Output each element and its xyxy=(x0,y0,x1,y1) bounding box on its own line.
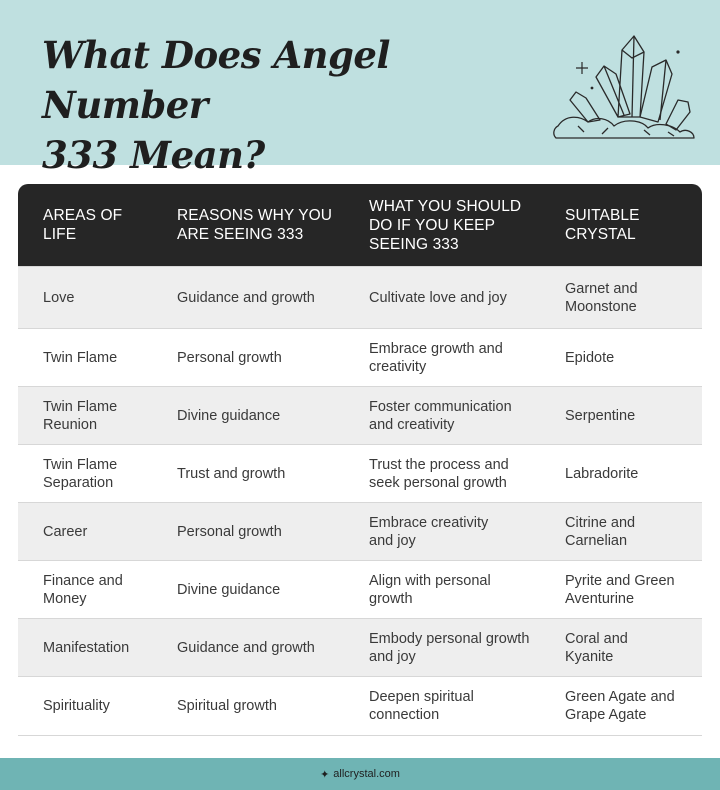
cell-action: Embrace creativity and joy xyxy=(369,514,489,549)
cell-reason: Trust and growth xyxy=(177,465,286,482)
header-suitable-crystal: SUITABLE CRYSTAL xyxy=(565,207,640,243)
cell-action: Trust the process and seek personal grow… xyxy=(369,456,509,491)
page-title: What Does Angel Number 333 Mean? xyxy=(42,33,391,177)
table-header: AREAS OF LIFE REASONS WHY YOU ARE SEEING… xyxy=(18,184,702,266)
sparkle-icon: ✦ xyxy=(320,768,330,781)
cell-area: Career xyxy=(43,523,88,540)
cell-action: Align with personal growth xyxy=(369,572,491,607)
cell-crystal: Epidote xyxy=(565,349,615,366)
cell-crystal: Citrine and Carnelian xyxy=(565,514,636,549)
cell-crystal: Serpentine xyxy=(565,407,636,424)
cell-crystal: Labradorite xyxy=(565,465,639,482)
table-row: Finance and Money Divine guidance Align … xyxy=(18,560,702,618)
cell-action: Embody personal growth and joy xyxy=(369,630,530,665)
table-row: Twin Flame Reunion Divine guidance Foste… xyxy=(18,386,702,444)
cell-action: Foster communication and creativity xyxy=(369,398,512,433)
table-row: Manifestation Guidance and growth Embody… xyxy=(18,618,702,676)
cell-reason: Personal growth xyxy=(177,349,282,366)
cell-area: Finance and Money xyxy=(43,572,123,607)
cell-area: Love xyxy=(43,289,75,306)
cell-area: Twin Flame xyxy=(43,349,118,366)
crystal-cluster-icon xyxy=(553,35,695,139)
cell-action: Cultivate love and joy xyxy=(369,289,507,306)
cell-area: Twin Flame Reunion xyxy=(43,398,118,433)
cell-area: Twin Flame Separation xyxy=(43,456,118,491)
header-what-to-do: WHAT YOU SHOULD DO IF YOU KEEP SEEING 33… xyxy=(369,197,522,253)
cell-reason: Guidance and growth xyxy=(177,639,315,656)
cell-action: Embrace growth and creativity xyxy=(369,340,503,375)
header-reasons: REASONS WHY YOU ARE SEEING 333 xyxy=(177,207,333,243)
meaning-table: AREAS OF LIFE REASONS WHY YOU ARE SEEING… xyxy=(18,184,702,736)
cell-reason: Divine guidance xyxy=(177,581,281,598)
header-areas-of-life: AREAS OF LIFE xyxy=(43,207,123,243)
footer-site-link[interactable]: allcrystal.com xyxy=(333,768,400,780)
header-banner: What Does Angel Number 333 Mean? xyxy=(0,0,720,177)
table-row: Career Personal growth Embrace creativit… xyxy=(18,502,702,560)
cell-area: Spirituality xyxy=(43,698,110,714)
cell-crystal: Green Agate and Grape Agate xyxy=(565,689,675,723)
cell-crystal: Coral and Kyanite xyxy=(565,630,628,665)
footer-bar: ✦ allcrystal.com xyxy=(0,758,720,790)
cell-action: Deepen spiritual connection xyxy=(369,689,474,723)
cell-crystal: Pyrite and Green Aventurine xyxy=(565,572,675,607)
cell-reason: Guidance and growth xyxy=(177,289,315,306)
cell-reason: Spiritual growth xyxy=(177,698,277,714)
cell-reason: Divine guidance xyxy=(177,407,281,424)
table-row: Spirituality Spiritual growth Deepen spi… xyxy=(18,676,702,736)
cell-area: Manifestation xyxy=(43,639,130,656)
table-row: Love Guidance and growth Cultivate love … xyxy=(18,266,702,328)
table-row: Twin Flame Personal growth Embrace growt… xyxy=(18,328,702,386)
cell-reason: Personal growth xyxy=(177,523,282,540)
table-row: Twin Flame Separation Trust and growth T… xyxy=(18,444,702,502)
cell-crystal: Garnet and Moonstone xyxy=(565,280,638,315)
